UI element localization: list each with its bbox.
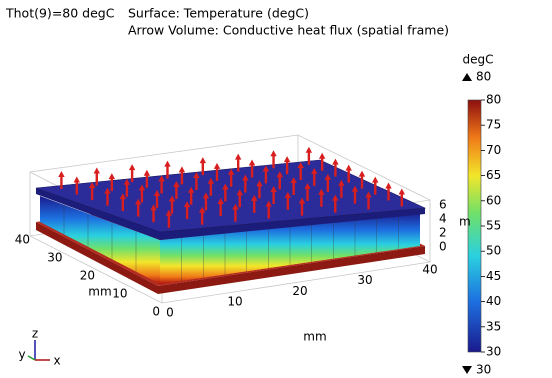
axis-triad: z y x — [18, 327, 60, 368]
chart: Thot(9)=80 degC Surface: Temperature (de… — [0, 0, 552, 378]
colorbar-tick-label: 80 — [486, 93, 501, 107]
y-axis-label: mm — [88, 285, 111, 299]
x-tick-label: 40 — [422, 262, 437, 276]
colorbar-tick-label: 35 — [486, 319, 501, 333]
min-marker — [462, 366, 472, 374]
triad-z: z — [32, 327, 38, 341]
y-tick-label: 0 — [152, 305, 160, 319]
colorbar-tick-label: 70 — [486, 143, 501, 157]
colorbar-min: 30 — [476, 363, 491, 377]
title-block: Thot(9)=80 degC Surface: Temperature (de… — [5, 6, 449, 38]
colorbar-tick-label: 45 — [486, 269, 501, 283]
colorbar-max: 80 — [476, 70, 491, 84]
y-tick-label: 40 — [15, 233, 30, 247]
x-tick-label: 30 — [357, 273, 372, 287]
subtitle: Surface: Temperature (degC) — [128, 6, 309, 21]
z-tick-label: 4 — [439, 212, 447, 226]
colorbar-tick-label: 55 — [486, 219, 501, 233]
y-tick-label: 30 — [47, 251, 62, 265]
x-axis-label: mm — [303, 330, 326, 344]
z-axis-label: m — [459, 215, 471, 229]
x-tick-label: 0 — [166, 306, 174, 320]
triad-x: x — [53, 354, 60, 368]
colorbar-tick-label: 75 — [486, 118, 501, 132]
triad-y: y — [18, 348, 25, 362]
colorbar-tick-label: 30 — [486, 345, 501, 359]
z-tick-label: 2 — [439, 226, 447, 240]
x-tick-label: 20 — [292, 284, 307, 298]
colorbar-tick-label: 60 — [486, 193, 501, 207]
colorbar-tick-label: 40 — [486, 294, 501, 308]
y-tick-label: 10 — [112, 287, 127, 301]
x-tick-label: 10 — [227, 295, 242, 309]
colorbar-tick-label: 65 — [486, 168, 501, 182]
z-tick-label: 0 — [439, 240, 447, 254]
colorbar-tick-label: 50 — [486, 244, 501, 258]
title: Thot(9)=80 degC — [5, 6, 115, 21]
colorbar-label: degC — [463, 53, 494, 67]
max-marker — [462, 73, 472, 81]
subtitle: Arrow Volume: Conductive heat flux (spat… — [128, 23, 449, 38]
z-tick-label: 6 — [439, 198, 447, 212]
y-tick-label: 20 — [80, 269, 95, 283]
